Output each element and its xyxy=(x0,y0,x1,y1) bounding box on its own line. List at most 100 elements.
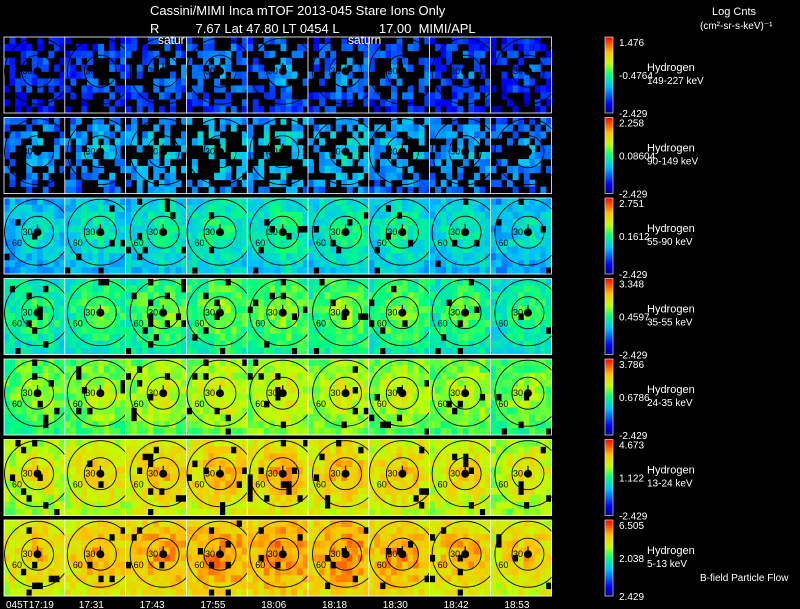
heatmap-pixel xyxy=(208,152,215,160)
heatmap-pixel xyxy=(230,379,237,387)
heatmap-pixel xyxy=(247,320,254,328)
heatmap-pixel xyxy=(48,372,55,381)
heatmap-pixel xyxy=(109,64,116,72)
heatmap-pixel xyxy=(114,313,121,321)
heatmap-pixel xyxy=(424,179,431,187)
heatmap-pixel xyxy=(219,138,226,146)
heatmap-pixel xyxy=(462,379,469,387)
heatmap-pixel xyxy=(391,372,397,381)
heatmap-pixel xyxy=(490,267,497,275)
heatmap-pixel xyxy=(379,379,386,387)
heatmap-pixel xyxy=(131,365,137,374)
heatmap-pixel xyxy=(170,278,176,286)
heatmap-pixel xyxy=(42,326,49,335)
heatmap-pixel xyxy=(59,379,66,387)
heatmap-pixel xyxy=(263,246,270,254)
heatmap-pixel xyxy=(302,246,309,254)
heatmap-pixel xyxy=(241,414,248,422)
heatmap-pixel xyxy=(468,306,475,314)
heatmap-pixel xyxy=(269,407,276,415)
heatmap-pixel xyxy=(136,278,143,286)
heatmap-pixel xyxy=(164,225,171,233)
heatmap-pixel xyxy=(147,204,154,213)
heatmap-pixel xyxy=(518,326,524,335)
heatmap-pixel xyxy=(241,225,248,233)
heatmap-pixel xyxy=(48,306,55,314)
heatmap-pixel xyxy=(490,246,497,254)
heatmap-pixel xyxy=(357,124,364,132)
heatmap-pixel xyxy=(103,198,110,206)
heatmap-pixel xyxy=(435,131,441,139)
heatmap-pixel xyxy=(302,78,309,86)
heatmap-pixel xyxy=(31,428,38,436)
heatmap-pixel xyxy=(396,379,403,387)
heatmap-pixel xyxy=(42,267,49,275)
heatmap-pixel xyxy=(203,379,209,387)
heatmap-pixel xyxy=(175,198,182,206)
heatmap-pixel xyxy=(352,347,359,355)
heatmap-pixel xyxy=(181,340,187,348)
heatmap-pixel xyxy=(308,372,314,381)
heatmap-pixel xyxy=(462,78,469,86)
heatmap-pixel xyxy=(313,299,320,307)
heatmap-pixel xyxy=(297,326,303,335)
heatmap-pixel xyxy=(230,421,237,429)
heatmap-pixel xyxy=(540,43,547,52)
heatmap-pixel xyxy=(153,372,160,381)
energy-row-3: 3060306030603060306030603060306030602.75… xyxy=(3,197,695,281)
heatmap-pixel xyxy=(501,359,508,367)
ring-30 xyxy=(385,54,419,88)
heatmap-pixel xyxy=(75,186,82,194)
heatmap-pixel xyxy=(252,326,259,335)
heatmap-pixel xyxy=(4,494,10,503)
distance-rings: 30 xyxy=(368,118,430,186)
heatmap-pixel xyxy=(75,57,82,65)
heatmap-pixel xyxy=(468,386,475,394)
ring-label-60: 60 xyxy=(73,238,83,248)
heatmap-pixel xyxy=(529,428,536,436)
heatmap-pixel xyxy=(197,138,204,146)
heatmap-pixel xyxy=(48,467,55,475)
heatmap-pixel xyxy=(407,347,414,355)
heatmap-pixel xyxy=(26,474,33,482)
heatmap-pixel xyxy=(170,285,176,293)
heatmap-pixel xyxy=(191,218,198,226)
ring-60 xyxy=(186,198,248,266)
heatmap-pixel xyxy=(164,186,171,194)
heatmap-pixel xyxy=(385,386,392,394)
heatmap-pixel xyxy=(191,414,198,422)
heatmap-pixel xyxy=(308,428,314,436)
heatmap-pixel xyxy=(252,407,259,415)
heatmap-pixel xyxy=(98,165,104,174)
heatmap-pixel xyxy=(286,106,292,114)
heatmap-pixel xyxy=(374,365,381,374)
heatmap-pixel xyxy=(280,172,287,181)
heatmap-pixel xyxy=(197,218,204,226)
heatmap-pixel xyxy=(87,211,93,220)
heatmap-pixel xyxy=(75,246,82,254)
heatmap-pixel xyxy=(435,198,441,206)
heatmap-pixel xyxy=(363,365,370,374)
heatmap-pixel xyxy=(37,43,44,52)
heatmap-pixel xyxy=(507,99,513,107)
heatmap-pixel xyxy=(230,152,237,160)
heatmap-pixel xyxy=(81,414,88,422)
heatmap-pixel xyxy=(109,501,116,509)
heatmap-pixel xyxy=(407,211,414,220)
heatmap-pixel xyxy=(446,372,453,381)
heatmap-pixel xyxy=(153,285,160,293)
heatmap-pixel xyxy=(263,253,270,261)
ring-30 xyxy=(203,376,237,410)
heatmap-pixel xyxy=(324,347,331,355)
heatmap-pixel xyxy=(87,320,93,328)
heatmap-pixel xyxy=(518,211,524,220)
ring-label-30: 30 xyxy=(205,388,215,398)
heatmap-pixel xyxy=(523,218,530,226)
heatmap-pixel xyxy=(297,421,303,429)
heatmap-pixel xyxy=(391,50,397,59)
heatmap-pixel xyxy=(225,204,232,213)
heatmap-pixel xyxy=(186,246,193,254)
heatmap-pixel xyxy=(9,393,16,401)
